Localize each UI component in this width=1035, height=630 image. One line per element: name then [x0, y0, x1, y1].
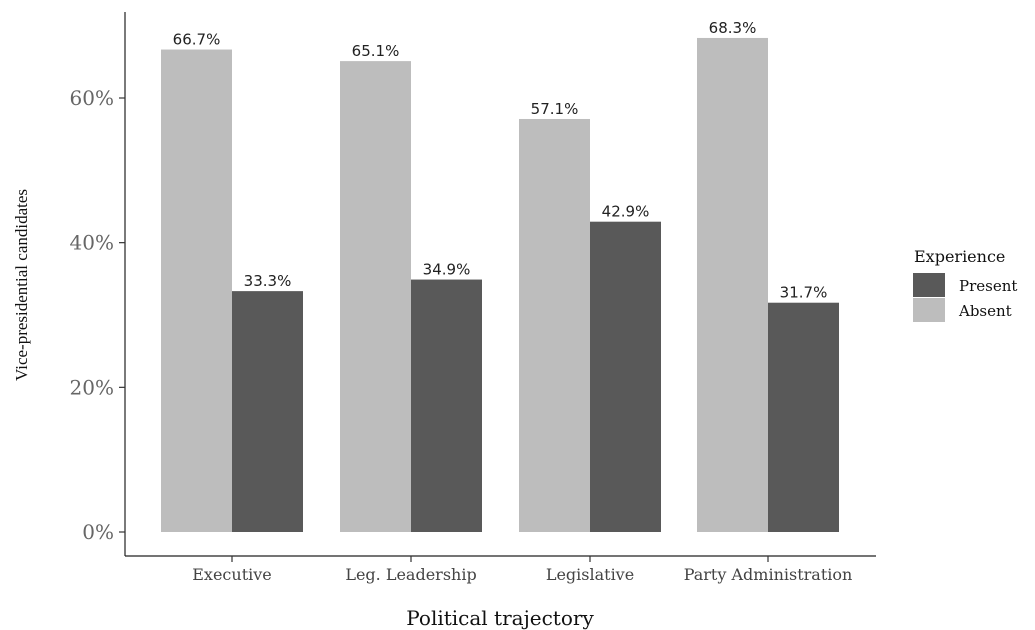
- x-tick-label: Legislative: [546, 565, 634, 584]
- data-label-absent-leg-leadership: 65.1%: [352, 42, 400, 60]
- y-tick-label: 0%: [82, 520, 114, 544]
- data-label-absent-party-administration: 68.3%: [709, 19, 757, 37]
- legend-key-present: [913, 273, 945, 297]
- x-tick-label: Leg. Leadership: [345, 565, 476, 584]
- x-ticks-layer: Executive Leg. Leadership Legislative Party…: [192, 556, 852, 584]
- bar-present-leg-leadership: [411, 279, 482, 532]
- bar-absent-party-administration: [697, 37, 768, 533]
- data-label-present-leg-leadership: 34.9%: [423, 261, 471, 279]
- legend-title: Experience: [914, 247, 1005, 266]
- y-tick-label: 20%: [70, 375, 114, 399]
- bar-absent-legislative: [519, 118, 590, 532]
- y-tick-label: 40%: [70, 231, 114, 255]
- y-axis-title: Vice-presidential candidates: [12, 189, 31, 381]
- bar-present-party-administration: [768, 302, 839, 532]
- bar-present-legislative: [590, 221, 661, 532]
- legend: Experience Present Absent: [913, 247, 1017, 322]
- y-ticks-layer: 0% 20% 40% 60%: [70, 86, 125, 544]
- x-tick-label: Party Administration: [684, 565, 853, 584]
- data-label-absent-executive: 66.7%: [173, 31, 221, 49]
- bar-absent-executive: [161, 49, 232, 532]
- data-label-present-party-administration: 31.7%: [780, 284, 828, 302]
- bars-layer: [161, 37, 839, 533]
- data-label-absent-legislative: 57.1%: [531, 100, 579, 118]
- data-label-present-executive: 33.3%: [244, 272, 292, 290]
- bar-absent-leg-leadership: [340, 61, 411, 533]
- legend-key-absent: [913, 298, 945, 322]
- x-axis-title: Political trajectory: [406, 606, 594, 630]
- data-label-present-legislative: 42.9%: [602, 203, 650, 221]
- legend-label-absent: Absent: [958, 302, 1012, 320]
- x-tick-label: Executive: [192, 565, 272, 584]
- bar-present-executive: [232, 291, 303, 532]
- y-tick-label: 60%: [70, 86, 114, 110]
- data-labels-layer: 66.7% 33.3% 65.1% 34.9% 57.1% 42.9% 68.3% 31.7%: [173, 19, 828, 302]
- legend-label-present: Present: [959, 277, 1017, 295]
